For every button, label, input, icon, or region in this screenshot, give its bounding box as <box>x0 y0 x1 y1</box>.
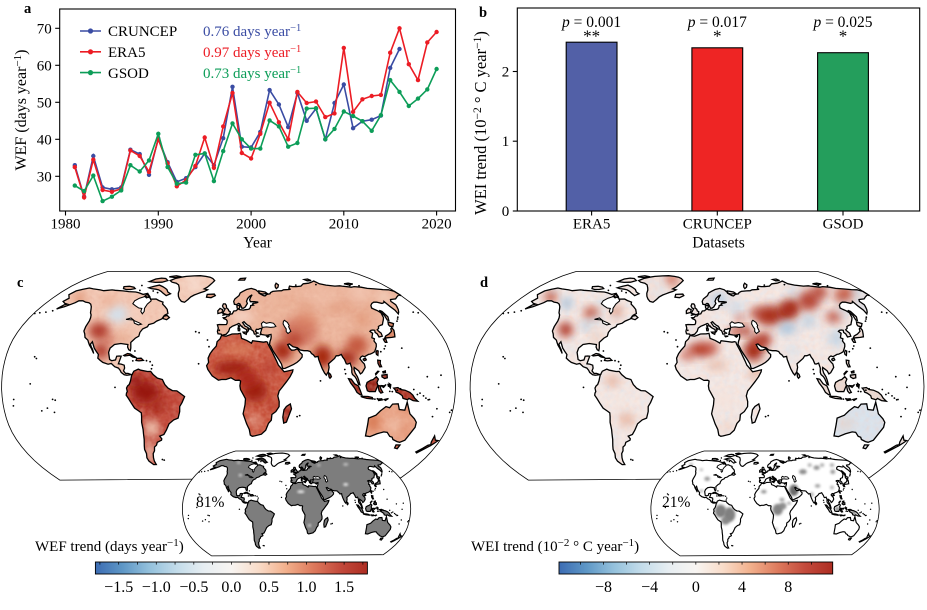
svg-text:81%: 81% <box>196 494 225 511</box>
svg-text:0.5: 0.5 <box>259 579 279 596</box>
svg-text:0.73 days year−1: 0.73 days year−1 <box>203 65 301 82</box>
svg-text:1.5: 1.5 <box>334 579 354 596</box>
svg-text:0.76 days year−1: 0.76 days year−1 <box>203 23 301 40</box>
svg-text:2010: 2010 <box>329 217 359 233</box>
svg-text:a: a <box>24 1 32 17</box>
svg-text:0.0: 0.0 <box>221 579 241 596</box>
svg-text:WEF (days year−1): WEF (days year−1) <box>12 49 30 170</box>
svg-text:p = 0.001: p = 0.001 <box>561 14 621 31</box>
svg-text:CRUNCEP: CRUNCEP <box>108 24 177 40</box>
svg-text:d: d <box>480 275 488 291</box>
svg-text:WEF trend (days year−1): WEF trend (days year−1) <box>35 537 184 555</box>
svg-text:ERA5: ERA5 <box>573 217 611 233</box>
svg-text:*: * <box>839 27 848 46</box>
svg-text:21%: 21% <box>662 494 691 511</box>
svg-text:70: 70 <box>37 21 52 37</box>
svg-text:0: 0 <box>502 204 510 220</box>
svg-text:−1.5: −1.5 <box>104 579 133 596</box>
svg-text:GSOD: GSOD <box>823 217 864 233</box>
svg-text:p = 0.025: p = 0.025 <box>812 14 872 31</box>
svg-text:1980: 1980 <box>51 217 81 233</box>
svg-text:WEI trend (10−2 ° C year−1): WEI trend (10−2 ° C year−1) <box>471 537 639 555</box>
svg-text:50: 50 <box>37 95 52 111</box>
svg-text:30: 30 <box>37 169 52 185</box>
svg-text:ERA5: ERA5 <box>108 45 146 61</box>
svg-text:**: ** <box>583 27 600 46</box>
svg-text:b: b <box>479 5 487 21</box>
svg-text:CRUNCEP: CRUNCEP <box>683 217 752 233</box>
svg-text:GSOD: GSOD <box>108 66 149 82</box>
svg-text:*: * <box>713 27 722 46</box>
svg-text:4: 4 <box>738 579 746 596</box>
svg-text:−8: −8 <box>595 579 612 596</box>
svg-text:Datasets: Datasets <box>692 235 745 252</box>
svg-text:1990: 1990 <box>143 217 173 233</box>
svg-text:−4: −4 <box>641 579 658 596</box>
svg-text:0.97 days year−1: 0.97 days year−1 <box>203 44 301 61</box>
svg-text:−0.5: −0.5 <box>179 579 208 596</box>
svg-text:Year: Year <box>243 235 272 252</box>
svg-text:2020: 2020 <box>422 217 452 233</box>
svg-text:−1.0: −1.0 <box>142 579 171 596</box>
svg-text:8: 8 <box>784 579 792 596</box>
svg-text:1.0: 1.0 <box>297 579 317 596</box>
svg-text:0: 0 <box>692 579 700 596</box>
svg-text:1: 1 <box>502 134 510 150</box>
svg-text:WEI trend (10−2 ° C year−1): WEI trend (10−2 ° C year−1) <box>471 31 490 215</box>
svg-text:2: 2 <box>502 65 510 81</box>
svg-text:60: 60 <box>37 58 52 74</box>
svg-text:p = 0.017: p = 0.017 <box>687 14 747 31</box>
svg-text:40: 40 <box>37 132 52 148</box>
svg-text:c: c <box>17 275 24 291</box>
svg-text:2000: 2000 <box>236 217 266 233</box>
